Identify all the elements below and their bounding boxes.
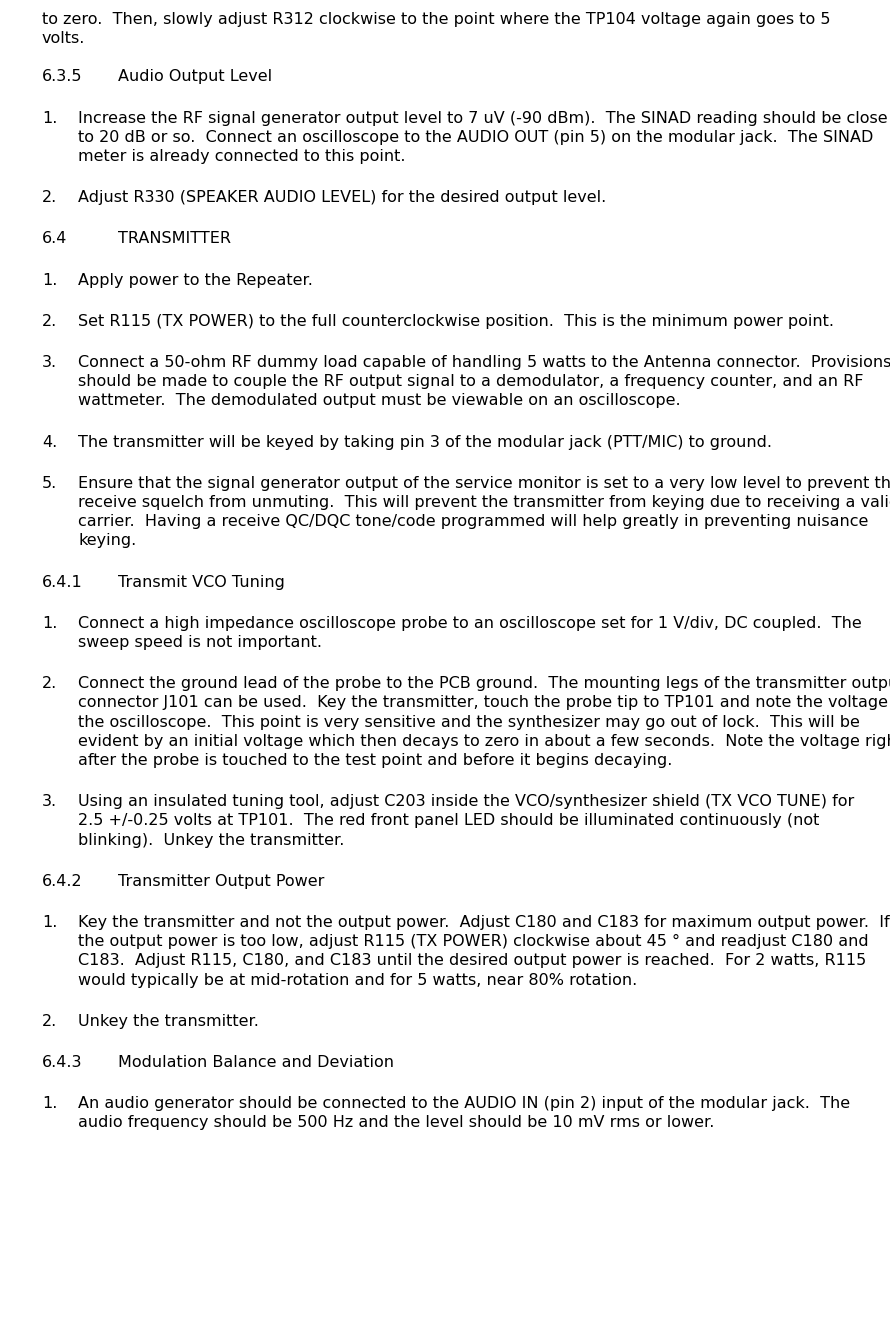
Text: 1.: 1.: [42, 111, 57, 126]
Text: after the probe is touched to the test point and before it begins decaying.: after the probe is touched to the test p…: [78, 753, 672, 768]
Text: evident by an initial voltage which then decays to zero in about a few seconds. : evident by an initial voltage which then…: [78, 733, 890, 749]
Text: 3.: 3.: [42, 355, 57, 371]
Text: receive squelch from unmuting.  This will prevent the transmitter from keying du: receive squelch from unmuting. This will…: [78, 495, 890, 510]
Text: meter is already connected to this point.: meter is already connected to this point…: [78, 149, 406, 165]
Text: Using an insulated tuning tool, adjust C203 inside the VCO/synthesizer shield (T: Using an insulated tuning tool, adjust C…: [78, 795, 854, 809]
Text: Audio Output Level: Audio Output Level: [118, 70, 272, 84]
Text: 6.4.2: 6.4.2: [42, 874, 83, 888]
Text: carrier.  Having a receive QC/DQC tone/code programmed will help greatly in prev: carrier. Having a receive QC/DQC tone/co…: [78, 514, 869, 530]
Text: the output power is too low, adjust R115 (TX POWER) clockwise about 45 ° and rea: the output power is too low, adjust R115…: [78, 934, 869, 949]
Text: sweep speed is not important.: sweep speed is not important.: [78, 636, 322, 650]
Text: 1.: 1.: [42, 273, 57, 288]
Text: 2.: 2.: [42, 676, 57, 692]
Text: 6.4: 6.4: [42, 231, 68, 246]
Text: Transmit VCO Tuning: Transmit VCO Tuning: [118, 574, 285, 590]
Text: 1.: 1.: [42, 915, 57, 930]
Text: to 20 dB or so.  Connect an oscilloscope to the AUDIO OUT (pin 5) on the modular: to 20 dB or so. Connect an oscilloscope …: [78, 130, 873, 145]
Text: Increase the RF signal generator output level to 7 uV (-90 dBm).  The SINAD read: Increase the RF signal generator output …: [78, 111, 887, 126]
Text: Ensure that the signal generator output of the service monitor is set to a very : Ensure that the signal generator output …: [78, 476, 890, 491]
Text: Apply power to the Repeater.: Apply power to the Repeater.: [78, 273, 313, 288]
Text: TRANSMITTER: TRANSMITTER: [118, 231, 231, 246]
Text: should be made to couple the RF output signal to a demodulator, a frequency coun: should be made to couple the RF output s…: [78, 375, 863, 389]
Text: connector J101 can be used.  Key the transmitter, touch the probe tip to TP101 a: connector J101 can be used. Key the tran…: [78, 696, 890, 710]
Text: 5.: 5.: [42, 476, 57, 491]
Text: 2.: 2.: [42, 190, 57, 205]
Text: 1.: 1.: [42, 615, 57, 630]
Text: to zero.  Then, slowly adjust R312 clockwise to the point where the TP104 voltag: to zero. Then, slowly adjust R312 clockw…: [42, 12, 830, 27]
Text: Modulation Balance and Deviation: Modulation Balance and Deviation: [118, 1054, 394, 1070]
Text: would typically be at mid-rotation and for 5 watts, near 80% rotation.: would typically be at mid-rotation and f…: [78, 973, 637, 987]
Text: wattmeter.  The demodulated output must be viewable on an oscilloscope.: wattmeter. The demodulated output must b…: [78, 393, 681, 408]
Text: 6.3.5: 6.3.5: [42, 70, 83, 84]
Text: the oscilloscope.  This point is very sensitive and the synthesizer may go out o: the oscilloscope. This point is very sen…: [78, 714, 860, 729]
Text: Set R115 (TX POWER) to the full counterclockwise position.  This is the minimum : Set R115 (TX POWER) to the full counterc…: [78, 314, 834, 329]
Text: 4.: 4.: [42, 435, 57, 450]
Text: 2.: 2.: [42, 1014, 57, 1029]
Text: volts.: volts.: [42, 31, 85, 47]
Text: audio frequency should be 500 Hz and the level should be 10 mV rms or lower.: audio frequency should be 500 Hz and the…: [78, 1116, 715, 1131]
Text: keying.: keying.: [78, 534, 136, 549]
Text: 3.: 3.: [42, 795, 57, 809]
Text: An audio generator should be connected to the AUDIO IN (pin 2) input of the modu: An audio generator should be connected t…: [78, 1096, 850, 1111]
Text: Connect the ground lead of the probe to the PCB ground.  The mounting legs of th: Connect the ground lead of the probe to …: [78, 676, 890, 692]
Text: 6.4.3: 6.4.3: [42, 1054, 83, 1070]
Text: C183.  Adjust R115, C180, and C183 until the desired output power is reached.  F: C183. Adjust R115, C180, and C183 until …: [78, 954, 866, 969]
Text: The transmitter will be keyed by taking pin 3 of the modular jack (PTT/MIC) to g: The transmitter will be keyed by taking …: [78, 435, 772, 450]
Text: Connect a 50-ohm RF dummy load capable of handling 5 watts to the Antenna connec: Connect a 50-ohm RF dummy load capable o…: [78, 355, 890, 371]
Text: blinking).  Unkey the transmitter.: blinking). Unkey the transmitter.: [78, 832, 344, 847]
Text: 2.: 2.: [42, 314, 57, 329]
Text: Adjust R330 (SPEAKER AUDIO LEVEL) for the desired output level.: Adjust R330 (SPEAKER AUDIO LEVEL) for th…: [78, 190, 606, 205]
Text: Key the transmitter and not the output power.  Adjust C180 and C183 for maximum : Key the transmitter and not the output p…: [78, 915, 890, 930]
Text: 1.: 1.: [42, 1096, 57, 1111]
Text: 6.4.1: 6.4.1: [42, 574, 83, 590]
Text: Unkey the transmitter.: Unkey the transmitter.: [78, 1014, 259, 1029]
Text: Connect a high impedance oscilloscope probe to an oscilloscope set for 1 V/div, : Connect a high impedance oscilloscope pr…: [78, 615, 862, 630]
Text: 2.5 +/-0.25 volts at TP101.  The red front panel LED should be illuminated conti: 2.5 +/-0.25 volts at TP101. The red fron…: [78, 814, 820, 828]
Text: Transmitter Output Power: Transmitter Output Power: [118, 874, 324, 888]
